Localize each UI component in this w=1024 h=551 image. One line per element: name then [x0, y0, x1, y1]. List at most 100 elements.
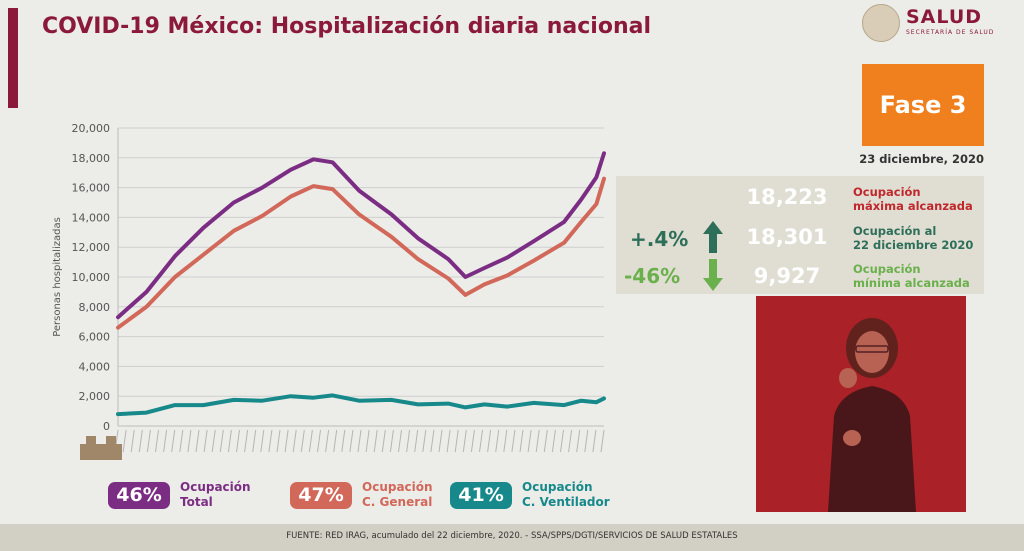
x-tick-mark	[527, 429, 532, 453]
y-tick-label: 10,000	[72, 271, 111, 284]
x-tick-mark	[535, 429, 540, 453]
min-change: -46%	[624, 264, 681, 288]
x-tick-mark	[187, 429, 192, 453]
y-tick-label: 8,000	[79, 301, 111, 314]
series-line-total	[116, 151, 606, 320]
max-occupancy-label: Ocupación máxima alcanzada	[853, 185, 973, 213]
x-tick-mark	[171, 429, 176, 453]
x-tick-mark	[276, 429, 281, 453]
y-tick-label: 0	[103, 420, 110, 433]
x-tick-mark	[146, 429, 151, 453]
x-tick-mark	[138, 429, 143, 453]
x-tick-mark	[592, 429, 597, 453]
series-line-general	[116, 176, 606, 330]
x-tick-mark	[365, 429, 370, 453]
x-tick-mark	[406, 429, 411, 453]
x-tick-mark	[487, 429, 492, 453]
max-label-line1: Ocupación	[853, 185, 921, 199]
accent-bar	[8, 8, 18, 108]
x-tick-mark	[381, 429, 386, 453]
x-tick-mark	[130, 429, 135, 453]
current-label-line2: 22 diciembre 2020	[853, 238, 974, 252]
y-tick-label: 16,000	[72, 182, 111, 195]
x-tick-mark	[422, 429, 427, 453]
x-tick-mark	[325, 429, 330, 453]
legend-general-line2: C. General	[362, 495, 433, 509]
x-tick-mark	[236, 429, 240, 453]
x-tick-mark	[560, 429, 564, 453]
y-tick-label: 2,000	[79, 390, 111, 403]
x-tick-mark	[438, 429, 443, 453]
y-axis-label: Personas hospitalizadas	[52, 217, 63, 337]
x-tick-mark	[454, 429, 459, 453]
x-tick-mark	[373, 429, 378, 453]
legend-general-label: Ocupación C. General	[362, 480, 433, 510]
x-tick-mark	[479, 429, 483, 453]
x-tick-mark	[211, 429, 216, 453]
x-tick-mark	[446, 429, 451, 453]
x-tick-mark	[155, 429, 159, 453]
y-tick-label: 4,000	[79, 360, 111, 373]
legend-general-pct: 47%	[290, 481, 352, 509]
x-tick-mark	[470, 429, 475, 453]
x-tick-mark	[300, 429, 305, 453]
x-tick-mark	[333, 429, 338, 453]
x-tick-mark	[568, 429, 573, 453]
x-tick-mark	[163, 429, 168, 453]
x-tick-mark	[543, 429, 548, 453]
min-occupancy-value: 9,927	[753, 263, 821, 288]
interpreter-figure	[828, 318, 916, 512]
salud-logo: SALUD SECRETARÍA DE SALUD	[862, 4, 1002, 42]
sign-language-interpreter-video	[756, 296, 966, 512]
x-tick-mark	[284, 429, 289, 453]
x-tick-mark	[462, 429, 467, 453]
min-label-line1: Ocupación	[853, 262, 921, 276]
x-tick-mark	[584, 429, 589, 453]
x-tick-mark	[389, 429, 394, 453]
x-tick-mark	[503, 429, 508, 453]
seal-icon	[862, 4, 900, 42]
legend-ventilador-line1: Ocupación	[522, 480, 593, 494]
x-tick-mark	[203, 429, 208, 453]
y-tick-label: 18,000	[72, 152, 111, 165]
x-tick-mark	[317, 429, 321, 453]
x-tick-mark	[252, 429, 257, 453]
legend-total-line1: Ocupación	[180, 480, 251, 494]
x-tick-mark	[341, 429, 346, 453]
report-date: 23 diciembre, 2020	[859, 152, 984, 166]
y-tick-label: 12,000	[72, 241, 111, 254]
x-tick-mark	[268, 429, 273, 453]
legend-general-line1: Ocupación	[362, 480, 433, 494]
x-tick-mark	[349, 429, 354, 453]
legend-ventilador-pct: 41%	[450, 481, 512, 509]
legend-ventilador-line2: C. Ventilador	[522, 495, 610, 509]
current-label-line1: Ocupación al	[853, 224, 937, 238]
x-tick-mark	[244, 429, 249, 453]
x-tick-mark	[292, 429, 297, 453]
x-tick-mark	[219, 429, 224, 453]
page-title: COVID-19 México: Hospitalización diaria …	[42, 14, 652, 39]
source-footer: FUENTE: RED IRAG, acumulado del 22 dicie…	[286, 531, 738, 541]
current-occupancy-value: 18,301	[746, 224, 828, 249]
footer-bar	[0, 524, 1024, 551]
series-line-ventilador	[116, 393, 606, 417]
x-tick-mark	[122, 429, 127, 453]
x-tick-mark	[430, 429, 435, 453]
legend-general: 47% Ocupación C. General	[290, 480, 433, 510]
x-tick-mark	[260, 429, 265, 453]
min-label-line2: mínima alcanzada	[853, 276, 970, 290]
legend-total-line2: Total	[180, 495, 213, 509]
x-tick-mark	[308, 429, 313, 453]
stats-panel: 18,223 Ocupación máxima alcanzada +.4% 1…	[616, 176, 984, 294]
arrow-up-icon	[703, 221, 723, 253]
arrow-down-icon	[703, 259, 723, 291]
x-tick-mark	[398, 429, 402, 453]
legend-total-pct: 46%	[108, 481, 170, 509]
x-tick-mark	[179, 429, 184, 453]
x-tick-mark	[414, 429, 419, 453]
x-tick-mark	[600, 429, 605, 453]
min-occupancy-label: Ocupación mínima alcanzada	[853, 262, 970, 290]
logo-text: SALUD	[906, 6, 983, 28]
